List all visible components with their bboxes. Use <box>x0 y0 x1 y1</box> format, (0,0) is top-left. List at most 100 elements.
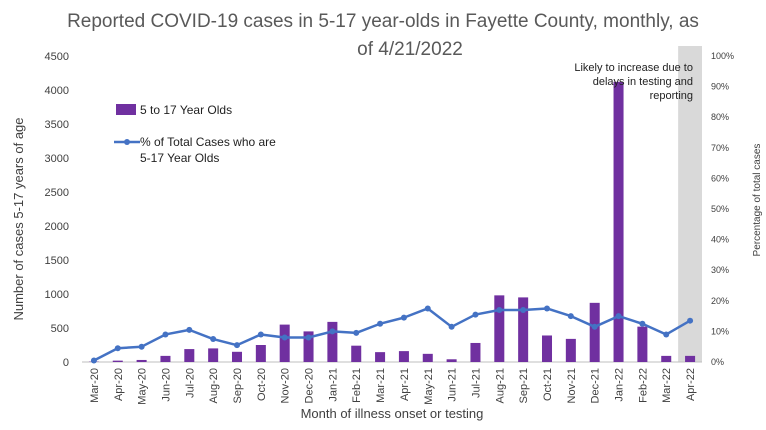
y-tick-label: 1000 <box>45 289 69 301</box>
x-tick-label: Oct-20 <box>256 368 268 401</box>
y-tick-label: 500 <box>51 323 69 335</box>
x-tick-label: Dec-20 <box>304 368 316 403</box>
y-axis-title: Number of cases 5-17 years of age <box>11 117 26 320</box>
line-point <box>329 328 336 335</box>
x-tick-label: Sep-20 <box>232 368 244 403</box>
bar <box>446 359 457 362</box>
bar <box>685 355 696 362</box>
x-tick-label: Feb-21 <box>351 368 363 403</box>
line-point <box>544 305 550 312</box>
line-point <box>377 320 384 327</box>
line-point <box>520 306 527 313</box>
bar <box>136 359 147 362</box>
y-tick-label: 4500 <box>45 51 69 63</box>
line-point <box>448 323 455 330</box>
line-point <box>472 311 479 318</box>
line-point <box>663 331 670 338</box>
y2-tick-label: 60% <box>711 173 729 183</box>
y-tick-label: 3000 <box>45 153 69 165</box>
line-point <box>90 357 97 364</box>
x-tick-label: Apr-22 <box>685 368 697 401</box>
x-tick-label: Jul-20 <box>184 368 196 398</box>
x-tick-label: Oct-21 <box>542 368 554 401</box>
line-point <box>210 336 217 343</box>
y-tick-label: 4000 <box>45 85 69 97</box>
y2-tick-label: 10% <box>711 326 729 336</box>
y2-tick-label: 80% <box>711 112 729 122</box>
bar <box>541 335 553 362</box>
legend-label-line: % of Total Cases who are 5-17 Year Olds <box>140 135 276 165</box>
y2-tick-label: 20% <box>711 296 729 306</box>
bar <box>231 351 243 362</box>
y2-tick-label: 70% <box>711 143 729 153</box>
bar <box>589 302 600 362</box>
x-tick-label: Aug-21 <box>494 368 506 403</box>
y2-tick-label: 0% <box>711 357 724 367</box>
y2-tick-label: 90% <box>711 82 729 92</box>
x-tick-label: Jun-20 <box>160 368 172 402</box>
x-tick-label: May-21 <box>423 368 435 405</box>
line-point <box>496 306 503 313</box>
x-tick-label: Mar-22 <box>661 368 673 403</box>
bar <box>303 331 314 362</box>
bar <box>613 81 624 362</box>
bar <box>398 351 409 362</box>
line-point <box>257 331 264 338</box>
x-tick-label: Feb-22 <box>637 368 649 403</box>
series-line <box>93 307 691 362</box>
bar <box>661 355 672 362</box>
bar <box>494 295 505 362</box>
bar <box>160 355 171 362</box>
x-tick-label: May-20 <box>137 368 149 405</box>
x-tick-label: Nov-20 <box>280 368 292 403</box>
line-point <box>353 329 360 336</box>
x-tick-label: Jun-21 <box>447 368 459 402</box>
line-point <box>424 305 431 312</box>
x-tick-label: Aug-20 <box>208 368 220 403</box>
y2-tick-label: 30% <box>711 265 729 275</box>
shaded-region <box>678 46 702 362</box>
annotation-note: Likely to increase due to delays in testi… <box>574 62 693 102</box>
bar <box>255 345 266 362</box>
legend-label-bar: 5 to 17 Year Olds <box>140 103 232 117</box>
chart-title-line: Reported COVID-19 cases in 5-17 year-old… <box>67 11 699 32</box>
bar <box>351 345 362 362</box>
bar <box>637 326 648 362</box>
y2-tick-label: 100% <box>711 51 734 61</box>
legend-swatch-bar <box>116 104 136 115</box>
bar <box>327 321 338 362</box>
bar <box>518 297 529 362</box>
bar <box>279 324 290 362</box>
y-tick-label: 3500 <box>45 119 69 131</box>
y-tick-label: 0 <box>63 357 69 369</box>
line-point <box>615 313 622 320</box>
x-tick-label: Dec-21 <box>590 368 602 403</box>
line-point <box>114 345 121 352</box>
line-point <box>138 343 145 350</box>
y-tick-label: 2000 <box>45 221 69 233</box>
x-axis-title: Month of illness onset or testing <box>301 406 484 421</box>
line-point <box>162 331 169 338</box>
line-point <box>281 334 288 341</box>
bar <box>112 360 123 362</box>
x-tick-label: Sep-21 <box>518 368 530 403</box>
y-tick-label: 2500 <box>45 187 69 199</box>
line-point <box>186 326 193 333</box>
line-point <box>234 342 240 349</box>
line-point <box>567 313 574 320</box>
line-point <box>687 317 694 324</box>
x-tick-label: Mar-20 <box>89 368 101 403</box>
x-tick-label: Jan-22 <box>614 368 626 402</box>
bar <box>375 352 386 362</box>
chart-title-line: of 4/21/2022 <box>357 39 463 60</box>
bar <box>184 349 195 362</box>
bar <box>208 348 219 362</box>
x-tick-label: Jan-21 <box>327 368 339 402</box>
x-tick-label: Jul-21 <box>470 368 482 398</box>
line-point <box>305 334 312 341</box>
x-tick-label: Apr-21 <box>399 368 411 401</box>
y2-tick-label: 50% <box>711 204 729 214</box>
line-point <box>400 314 407 321</box>
y-tick-label: 1500 <box>45 255 69 267</box>
